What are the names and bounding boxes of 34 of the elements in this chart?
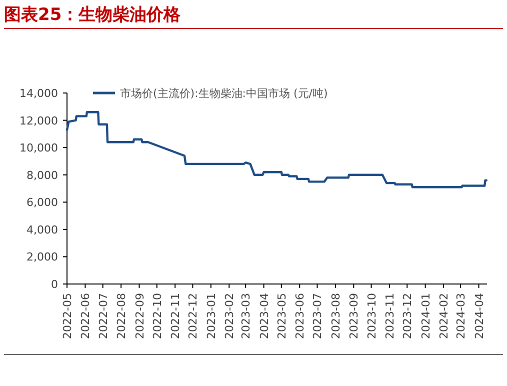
x-tick-label: 2024-01 bbox=[419, 293, 432, 339]
x-tick-label: 2022-10 bbox=[150, 293, 164, 339]
x-tick-label: 2023-08 bbox=[329, 293, 342, 339]
x-tick-label: 2022-12 bbox=[186, 293, 200, 339]
x-tick-label: 2023-03 bbox=[240, 293, 253, 339]
x-tick-label: 2024-04 bbox=[472, 293, 486, 339]
x-tick-label: 2022-05 bbox=[61, 293, 74, 339]
x-tick-label: 2023-07 bbox=[311, 293, 324, 339]
x-tick-label: 2023-06 bbox=[294, 293, 307, 339]
x-tick-label: 2023-05 bbox=[275, 293, 288, 339]
x-tick-label: 2022-11 bbox=[169, 293, 182, 339]
x-tick-label: 2023-02 bbox=[223, 293, 236, 339]
x-tick-label: 2023-01 bbox=[204, 293, 218, 339]
y-tick-label: 12,000 bbox=[20, 114, 58, 128]
x-tick-label: 2022-07 bbox=[96, 293, 110, 339]
x-tick-label: 2023-12 bbox=[401, 293, 414, 339]
x-tick-label: 2022-08 bbox=[115, 293, 128, 339]
x-tick-label: 2023-10 bbox=[365, 293, 378, 339]
y-tick-label: 2,000 bbox=[26, 250, 58, 264]
x-tick-label: 2023-09 bbox=[348, 293, 361, 339]
y-tick-label: 4,000 bbox=[26, 223, 58, 236]
y-tick-label: 10,000 bbox=[20, 142, 58, 155]
x-tick-label: 2024-02 bbox=[438, 293, 451, 339]
y-tick-label: 6,000 bbox=[26, 196, 58, 210]
x-tick-label: 2023-11 bbox=[383, 293, 396, 339]
legend: 市场价(主流价):生物柴油:中国市场 (元/吨) bbox=[93, 87, 328, 100]
x-tick-label: 2022-09 bbox=[133, 293, 146, 339]
title: 图表25：生物柴油价格 bbox=[4, 2, 503, 29]
x-tick-label: 2023-04 bbox=[258, 293, 271, 339]
y-tick-label: 0 bbox=[51, 278, 58, 291]
y-tick-label: 14,000 bbox=[20, 87, 58, 100]
x-tick-label: 2022-06 bbox=[79, 293, 92, 339]
y-tick-label: 8,000 bbox=[26, 168, 58, 182]
x-tick-label: 2024-03 bbox=[454, 293, 468, 339]
